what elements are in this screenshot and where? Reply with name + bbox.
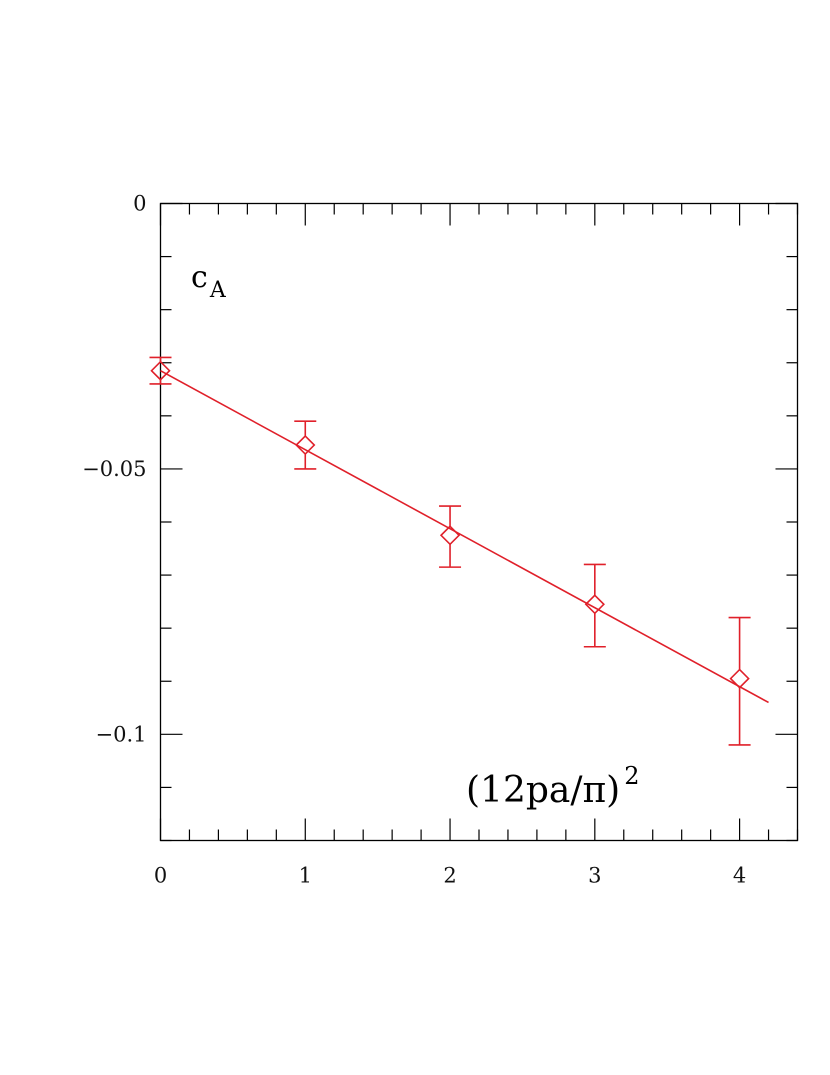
data-point bbox=[439, 505, 462, 568]
diamond-marker bbox=[729, 668, 750, 689]
data-point bbox=[728, 616, 751, 746]
diamond-marker bbox=[150, 360, 171, 381]
x-tick-label: 3 bbox=[588, 864, 601, 888]
data-point bbox=[294, 420, 317, 470]
axis-tick-labels: 0 1 2 3 4 0 −0.05 −0.1 bbox=[82, 192, 746, 888]
x-tick-label: 2 bbox=[443, 864, 456, 888]
x-tick-label: 0 bbox=[154, 864, 167, 888]
axis-ticks bbox=[159, 202, 799, 842]
diamond-marker bbox=[295, 434, 316, 456]
x-tick-label: 4 bbox=[733, 864, 746, 888]
diamond-marker bbox=[439, 525, 461, 546]
data-points bbox=[149, 356, 751, 746]
series-label: cA bbox=[191, 260, 227, 303]
y-tick-label: −0.05 bbox=[82, 457, 146, 481]
plot-frame bbox=[159, 202, 799, 842]
x-axis-label: (12pa/π) 2 bbox=[466, 762, 639, 811]
y-tick-label: 0 bbox=[133, 192, 146, 216]
y-tick-label: −0.1 bbox=[96, 722, 147, 746]
diamond-marker bbox=[584, 594, 605, 615]
data-point bbox=[149, 356, 172, 385]
x-tick-label: 1 bbox=[299, 864, 312, 888]
fit-line bbox=[160, 370, 769, 704]
data-point bbox=[583, 563, 606, 648]
